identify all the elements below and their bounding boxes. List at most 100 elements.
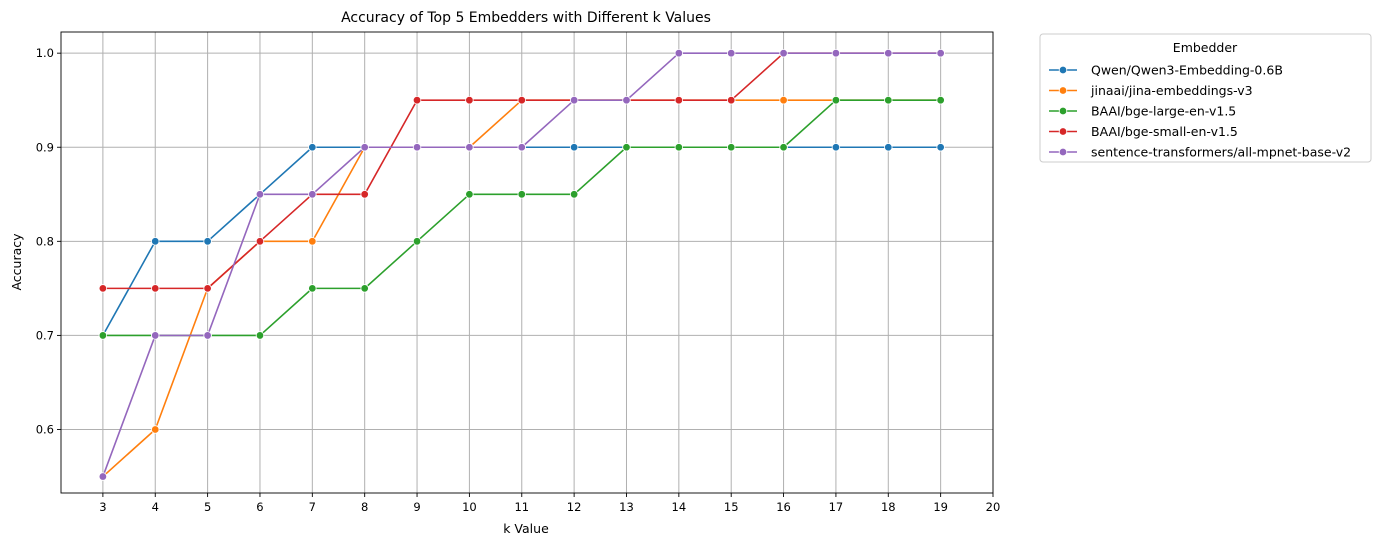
x-tick-label: 12	[567, 500, 582, 514]
data-point	[674, 96, 684, 105]
data-point	[255, 237, 265, 246]
x-tick-label: 19	[933, 500, 948, 514]
legend-swatch-marker	[1058, 65, 1068, 75]
data-point	[569, 96, 579, 105]
data-point	[255, 190, 265, 199]
y-tick-label: 1.0	[36, 46, 54, 60]
legend-label: Qwen/Qwen3-Embedding-0.6B	[1091, 63, 1283, 78]
legend-item: BAAI/bge-small-en-v1.5	[1049, 124, 1238, 139]
data-point	[98, 472, 108, 481]
x-tick-label: 6	[256, 500, 263, 514]
legend-label: BAAI/bge-large-en-v1.5	[1091, 104, 1236, 119]
data-point	[727, 143, 736, 152]
data-point	[308, 284, 317, 293]
y-tick-label: 0.9	[36, 140, 54, 154]
series-5	[98, 48, 945, 481]
x-tick-label: 15	[724, 500, 739, 514]
legend-swatch-marker	[1058, 127, 1068, 136]
data-point	[465, 190, 474, 199]
data-point	[412, 96, 422, 105]
chart-title: Accuracy of Top 5 Embedders with Differe…	[341, 10, 711, 26]
x-tick-label: 11	[514, 500, 529, 514]
data-point	[517, 143, 526, 152]
data-point	[569, 190, 579, 199]
data-point	[517, 190, 526, 199]
x-tick-label: 4	[152, 500, 159, 514]
x-tick-label: 17	[829, 500, 844, 514]
data-point	[727, 96, 736, 105]
data-point	[465, 96, 474, 105]
data-point	[98, 284, 108, 293]
data-point	[727, 48, 736, 58]
x-axis-label: k Value	[503, 521, 549, 536]
legend-swatch-marker	[1058, 106, 1068, 116]
data-point	[674, 48, 684, 58]
data-point	[360, 284, 369, 293]
x-axis: 3 4 5 6 7 8 9 10 11 12 13 14 15 16 17 18 19 20	[99, 493, 1000, 514]
x-tick-label: 5	[204, 500, 211, 514]
data-point	[779, 143, 788, 152]
data-point	[831, 96, 841, 105]
y-axis-label: Accuracy	[9, 233, 24, 291]
data-point	[936, 48, 945, 58]
y-tick-label: 0.8	[36, 234, 54, 248]
data-point	[884, 96, 893, 105]
data-point	[779, 96, 788, 105]
data-point	[203, 237, 212, 246]
data-point	[308, 190, 317, 199]
y-tick-label: 0.7	[36, 328, 54, 342]
data-point	[151, 284, 160, 293]
data-point	[884, 143, 893, 152]
data-point	[936, 96, 945, 105]
data-point	[360, 190, 369, 199]
plot-frame	[60, 31, 994, 494]
x-tick-label: 18	[881, 500, 896, 514]
data-point	[412, 237, 422, 246]
legend-swatch-marker	[1058, 147, 1068, 157]
legend-title: Embedder	[1173, 40, 1238, 55]
legend: Embedder Qwen/Qwen3-Embedding-0.6B jinaai…	[1039, 33, 1372, 163]
data-point	[465, 143, 474, 152]
x-tick-label: 20	[986, 500, 1001, 514]
x-tick-label: 7	[309, 500, 316, 514]
x-tick-label: 16	[776, 500, 791, 514]
legend-item: Qwen/Qwen3-Embedding-0.6B	[1049, 63, 1283, 78]
x-tick-label: 9	[413, 500, 420, 514]
legend-label: sentence-transformers/all-mpnet-base-v2	[1091, 145, 1351, 160]
data-point	[255, 331, 265, 340]
legend-item: jinaai/jina-embeddings-v3	[1049, 83, 1253, 98]
data-point	[622, 96, 631, 105]
legend-items: Qwen/Qwen3-Embedding-0.6B jinaai/jina-emb…	[1049, 63, 1351, 160]
legend-label: BAAI/bge-small-en-v1.5	[1091, 124, 1238, 139]
y-axis: 0.6 0.7 0.8 0.9 1.0	[36, 46, 61, 436]
data-point	[936, 143, 945, 152]
data-point	[308, 143, 317, 152]
data-point	[412, 143, 422, 152]
data-point	[203, 331, 212, 340]
data-point	[831, 143, 841, 152]
x-tick-label: 8	[361, 500, 368, 514]
legend-item: BAAI/bge-large-en-v1.5	[1049, 104, 1236, 119]
data-point	[151, 331, 160, 340]
data-point	[517, 96, 526, 105]
legend-item: sentence-transformers/all-mpnet-base-v2	[1049, 145, 1351, 160]
x-tick-label: 3	[99, 500, 106, 514]
data-point	[360, 143, 369, 152]
legend-frame	[1039, 33, 1372, 163]
x-tick-label: 10	[462, 500, 477, 514]
x-tick-label: 14	[672, 500, 687, 514]
y-tick-label: 0.6	[36, 422, 54, 436]
series-group	[98, 48, 945, 481]
data-point	[569, 143, 579, 152]
legend-label: jinaai/jina-embeddings-v3	[1090, 83, 1253, 98]
legend-swatch-marker	[1058, 86, 1068, 95]
data-point	[151, 237, 160, 246]
data-point	[884, 48, 893, 58]
data-point	[98, 331, 108, 340]
data-point	[831, 48, 841, 58]
data-point	[622, 143, 631, 152]
data-point	[779, 48, 788, 58]
x-tick-label: 13	[619, 500, 634, 514]
data-point	[203, 284, 212, 293]
